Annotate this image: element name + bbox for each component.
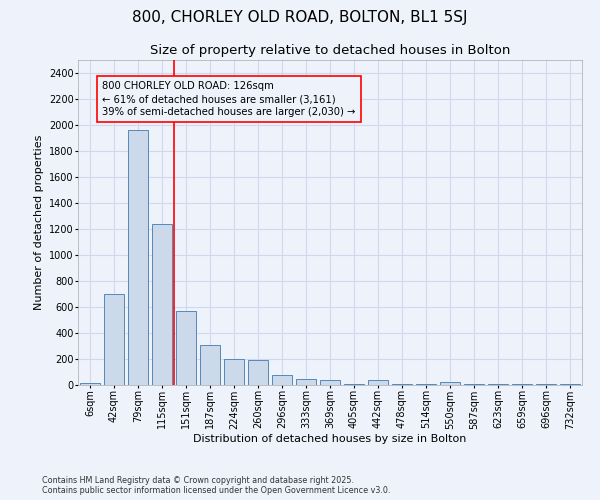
Text: 800 CHORLEY OLD ROAD: 126sqm
← 61% of detached houses are smaller (3,161)
39% of: 800 CHORLEY OLD ROAD: 126sqm ← 61% of de… <box>103 81 356 117</box>
Bar <box>176 311 196 385</box>
Bar <box>296 379 316 385</box>
Bar <box>152 224 172 385</box>
Bar <box>464 384 484 385</box>
Bar <box>536 384 556 385</box>
X-axis label: Distribution of detached houses by size in Bolton: Distribution of detached houses by size … <box>193 434 467 444</box>
Bar <box>80 383 100 385</box>
Bar <box>368 380 388 385</box>
Bar <box>416 384 436 385</box>
Bar <box>248 360 268 385</box>
Bar <box>344 384 364 385</box>
Bar <box>320 380 340 385</box>
Bar <box>200 346 220 385</box>
Bar <box>440 382 460 385</box>
Y-axis label: Number of detached properties: Number of detached properties <box>34 135 44 310</box>
Text: 800, CHORLEY OLD ROAD, BOLTON, BL1 5SJ: 800, CHORLEY OLD ROAD, BOLTON, BL1 5SJ <box>132 10 468 25</box>
Bar <box>560 384 580 385</box>
Title: Size of property relative to detached houses in Bolton: Size of property relative to detached ho… <box>150 44 510 58</box>
Bar <box>488 384 508 385</box>
Bar <box>224 359 244 385</box>
Text: Contains HM Land Registry data © Crown copyright and database right 2025.
Contai: Contains HM Land Registry data © Crown c… <box>42 476 391 495</box>
Bar <box>128 130 148 385</box>
Bar <box>104 294 124 385</box>
Bar <box>512 384 532 385</box>
Bar <box>392 384 412 385</box>
Bar <box>272 374 292 385</box>
